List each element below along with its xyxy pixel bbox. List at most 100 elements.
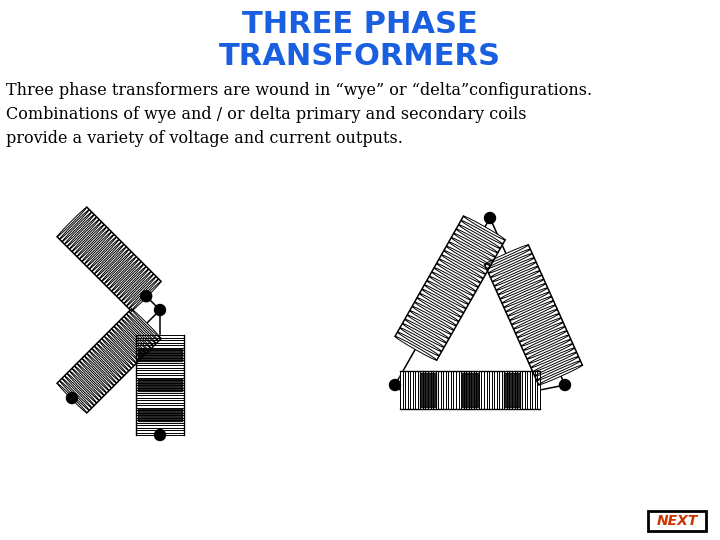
Ellipse shape bbox=[400, 328, 441, 352]
Ellipse shape bbox=[502, 284, 546, 303]
Ellipse shape bbox=[72, 222, 102, 252]
Ellipse shape bbox=[429, 276, 471, 300]
Ellipse shape bbox=[87, 354, 117, 383]
Ellipse shape bbox=[114, 326, 144, 356]
Ellipse shape bbox=[67, 217, 96, 247]
Ellipse shape bbox=[439, 259, 481, 283]
Polygon shape bbox=[138, 379, 181, 391]
Ellipse shape bbox=[506, 292, 549, 312]
Ellipse shape bbox=[490, 258, 534, 278]
Ellipse shape bbox=[109, 259, 139, 289]
Ellipse shape bbox=[488, 253, 532, 273]
Ellipse shape bbox=[84, 356, 114, 386]
Polygon shape bbox=[485, 245, 582, 385]
Ellipse shape bbox=[69, 371, 99, 401]
Ellipse shape bbox=[446, 246, 488, 270]
Ellipse shape bbox=[79, 361, 109, 390]
Ellipse shape bbox=[504, 288, 548, 308]
Polygon shape bbox=[462, 373, 478, 407]
Ellipse shape bbox=[513, 309, 557, 329]
Ellipse shape bbox=[436, 264, 478, 287]
Ellipse shape bbox=[91, 242, 122, 272]
Ellipse shape bbox=[487, 249, 531, 269]
Polygon shape bbox=[57, 309, 161, 413]
Ellipse shape bbox=[99, 249, 129, 279]
Ellipse shape bbox=[492, 262, 536, 282]
Text: THREE PHASE: THREE PHASE bbox=[242, 10, 478, 39]
Ellipse shape bbox=[62, 378, 91, 408]
Ellipse shape bbox=[521, 326, 565, 346]
Ellipse shape bbox=[420, 293, 462, 317]
Ellipse shape bbox=[114, 264, 144, 294]
Ellipse shape bbox=[96, 343, 127, 373]
Circle shape bbox=[155, 429, 166, 441]
Text: TRANSFORMERS: TRANSFORMERS bbox=[219, 42, 501, 71]
Ellipse shape bbox=[112, 329, 141, 359]
Ellipse shape bbox=[79, 230, 109, 259]
Ellipse shape bbox=[434, 268, 476, 292]
Ellipse shape bbox=[77, 227, 107, 256]
Ellipse shape bbox=[395, 336, 437, 360]
Ellipse shape bbox=[74, 366, 104, 396]
Ellipse shape bbox=[107, 334, 136, 363]
Text: NEXT: NEXT bbox=[657, 514, 698, 528]
Ellipse shape bbox=[129, 312, 158, 341]
Ellipse shape bbox=[519, 322, 563, 342]
Ellipse shape bbox=[89, 239, 119, 269]
Polygon shape bbox=[57, 207, 161, 311]
Circle shape bbox=[485, 213, 495, 224]
Ellipse shape bbox=[91, 348, 122, 378]
Ellipse shape bbox=[485, 245, 528, 265]
Polygon shape bbox=[400, 371, 540, 409]
Ellipse shape bbox=[422, 289, 464, 313]
Polygon shape bbox=[138, 349, 181, 361]
Ellipse shape bbox=[449, 242, 490, 266]
Ellipse shape bbox=[94, 244, 124, 274]
Ellipse shape bbox=[69, 219, 99, 249]
Ellipse shape bbox=[94, 346, 124, 376]
Ellipse shape bbox=[516, 314, 559, 333]
Ellipse shape bbox=[117, 267, 146, 296]
Ellipse shape bbox=[77, 363, 107, 393]
Ellipse shape bbox=[72, 368, 102, 398]
Ellipse shape bbox=[441, 255, 483, 279]
Ellipse shape bbox=[84, 234, 114, 264]
Ellipse shape bbox=[525, 335, 569, 355]
Ellipse shape bbox=[529, 343, 572, 363]
Ellipse shape bbox=[408, 315, 449, 339]
Ellipse shape bbox=[510, 301, 554, 320]
Text: Three phase transformers are wound in “wye” or “delta”configurations.
Combinatio: Three phase transformers are wound in “w… bbox=[6, 82, 592, 147]
Ellipse shape bbox=[57, 207, 87, 237]
Circle shape bbox=[140, 291, 152, 302]
Ellipse shape bbox=[112, 261, 141, 291]
Ellipse shape bbox=[494, 266, 538, 286]
Ellipse shape bbox=[96, 247, 127, 276]
Circle shape bbox=[559, 380, 570, 390]
Ellipse shape bbox=[397, 332, 439, 356]
Circle shape bbox=[66, 393, 78, 403]
Ellipse shape bbox=[129, 279, 158, 308]
Ellipse shape bbox=[461, 220, 503, 244]
Ellipse shape bbox=[539, 365, 582, 385]
Ellipse shape bbox=[464, 216, 505, 240]
Ellipse shape bbox=[117, 324, 146, 354]
Ellipse shape bbox=[444, 251, 485, 274]
Ellipse shape bbox=[536, 361, 580, 381]
Ellipse shape bbox=[127, 314, 156, 343]
Ellipse shape bbox=[410, 310, 451, 334]
Ellipse shape bbox=[531, 348, 575, 368]
Ellipse shape bbox=[518, 318, 561, 338]
Ellipse shape bbox=[496, 271, 540, 291]
Ellipse shape bbox=[535, 356, 579, 376]
Ellipse shape bbox=[60, 210, 89, 239]
Ellipse shape bbox=[427, 280, 469, 305]
Ellipse shape bbox=[99, 341, 129, 371]
Ellipse shape bbox=[65, 214, 94, 244]
Ellipse shape bbox=[415, 302, 456, 326]
Ellipse shape bbox=[533, 352, 577, 372]
Polygon shape bbox=[138, 409, 181, 421]
Ellipse shape bbox=[500, 279, 544, 299]
Polygon shape bbox=[503, 373, 521, 407]
Ellipse shape bbox=[405, 319, 446, 343]
Ellipse shape bbox=[498, 275, 542, 295]
